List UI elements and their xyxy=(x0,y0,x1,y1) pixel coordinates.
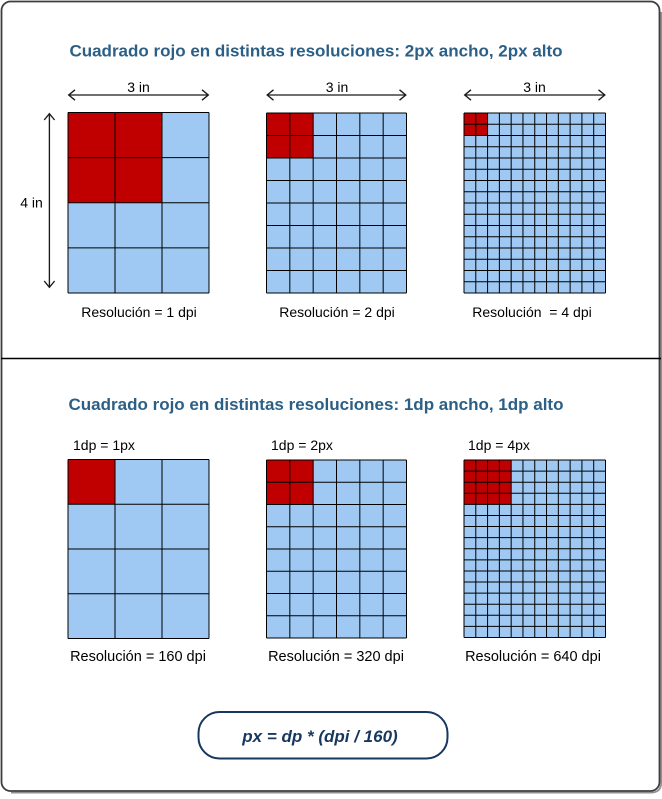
svg-text:1dp = 2px: 1dp = 2px xyxy=(271,437,333,453)
svg-text:Resolución = 160 dpi: Resolución = 160 dpi xyxy=(70,649,206,665)
svg-text:Resolución = 640 dpi: Resolución = 640 dpi xyxy=(465,649,601,665)
svg-text:px = dp * (dpi / 160): px = dp * (dpi / 160) xyxy=(241,727,398,746)
svg-text:3 in: 3 in xyxy=(326,79,349,95)
svg-text:Cuadrado rojo en distintas res: Cuadrado rojo en distintas resoluciones:… xyxy=(69,42,562,61)
svg-text:Resolución = 4 dpi: Resolución = 4 dpi xyxy=(472,304,591,320)
svg-text:3 in: 3 in xyxy=(127,79,150,95)
svg-text:Resolución = 2 dpi: Resolución = 2 dpi xyxy=(279,304,395,320)
svg-text:Resolución = 320 dpi: Resolución = 320 dpi xyxy=(268,649,404,665)
svg-text:1dp = 4px: 1dp = 4px xyxy=(468,437,530,453)
svg-text:Resolución = 1 dpi: Resolución = 1 dpi xyxy=(81,304,197,320)
svg-text:3 in: 3 in xyxy=(523,79,546,95)
svg-text:1dp = 1px: 1dp = 1px xyxy=(73,437,135,453)
svg-text:4 in: 4 in xyxy=(20,195,43,211)
svg-text:Cuadrado rojo en distintas res: Cuadrado rojo en distintas resoluciones:… xyxy=(69,395,564,414)
